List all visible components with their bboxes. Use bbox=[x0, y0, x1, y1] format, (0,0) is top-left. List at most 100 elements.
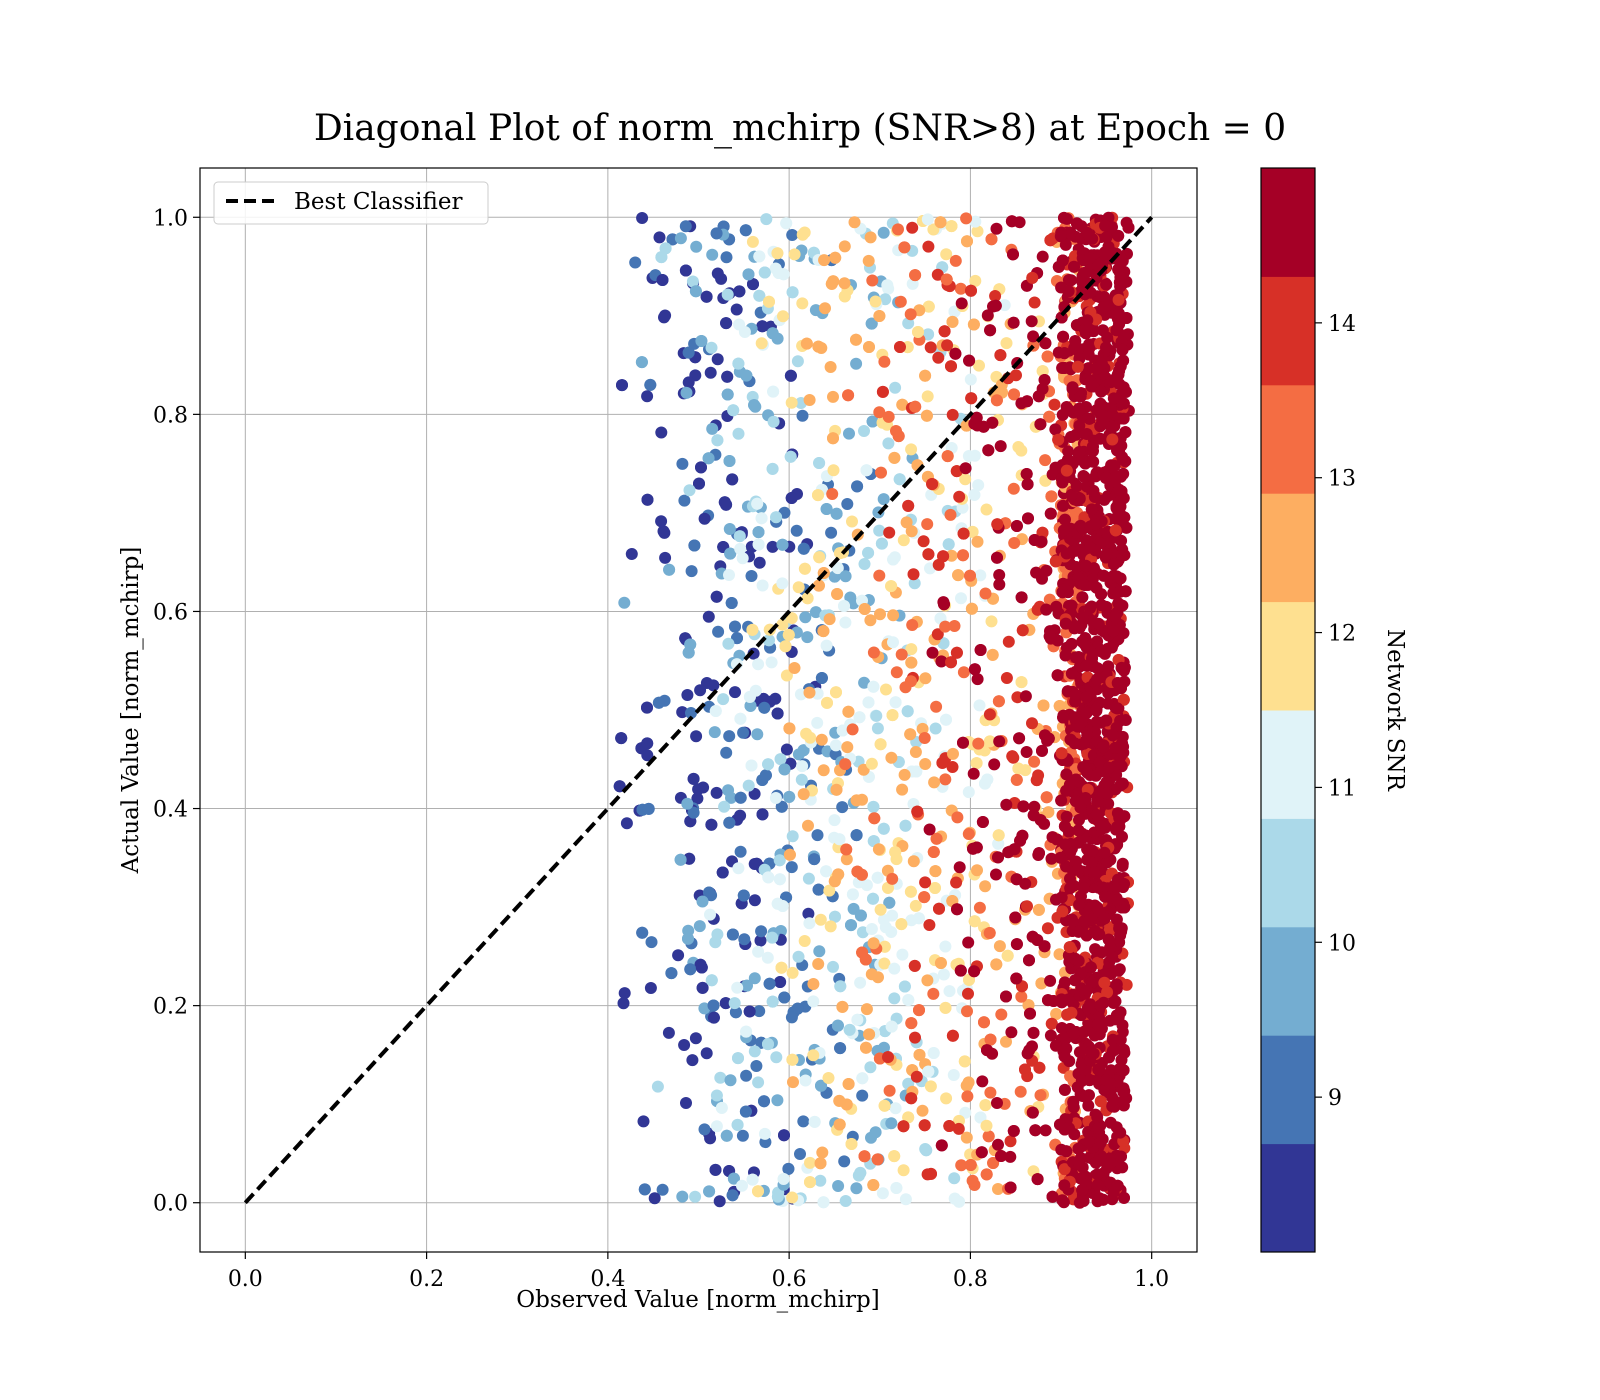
scatter-point bbox=[971, 225, 984, 238]
scatter-point bbox=[839, 616, 852, 629]
plot-frame bbox=[199, 167, 1198, 1253]
scatter-point bbox=[927, 1047, 940, 1059]
scatter-point bbox=[780, 217, 793, 230]
scatter-point bbox=[754, 934, 767, 947]
scatter-point bbox=[892, 223, 904, 236]
scatter-point bbox=[1112, 229, 1125, 242]
scatter-point bbox=[865, 317, 878, 330]
scatter-point bbox=[841, 741, 854, 754]
scatter-point bbox=[876, 385, 889, 398]
scatter-point bbox=[682, 932, 694, 945]
scatter-point bbox=[689, 1190, 702, 1203]
scatter-point bbox=[1050, 893, 1062, 906]
scatter-point bbox=[952, 1122, 965, 1135]
scatter-point bbox=[1062, 445, 1075, 458]
scatter-point bbox=[987, 1157, 1000, 1169]
scatter-point bbox=[691, 792, 704, 805]
scatter-point bbox=[683, 484, 696, 497]
scatter-point bbox=[812, 340, 825, 353]
scatter-point bbox=[918, 891, 931, 904]
scatter-point bbox=[740, 369, 753, 382]
x-axis: 0.0 0.2 0.4 0.6 0.8 1.0 bbox=[228, 1252, 1169, 1292]
scatter-point bbox=[957, 666, 970, 679]
scatter-point bbox=[874, 903, 887, 916]
y-tick-label: 0.0 bbox=[153, 1192, 188, 1217]
scatter-point bbox=[742, 268, 755, 281]
scatter-point bbox=[898, 241, 911, 254]
scatter-point bbox=[888, 451, 901, 464]
scatter-point bbox=[1055, 1022, 1068, 1034]
scatter-point bbox=[776, 577, 789, 590]
scatter-point bbox=[918, 1119, 931, 1132]
scatter-point bbox=[1007, 751, 1020, 764]
scatter-point bbox=[775, 961, 788, 974]
scatter-point bbox=[679, 220, 692, 233]
scatter-point bbox=[722, 637, 735, 650]
scatter-point bbox=[723, 523, 736, 535]
scatter-point bbox=[1067, 879, 1080, 892]
scatter-point bbox=[817, 1196, 830, 1209]
scatter-point bbox=[940, 713, 952, 726]
scatter-point bbox=[1059, 838, 1072, 851]
scatter-point bbox=[1095, 645, 1107, 658]
scatter-point bbox=[930, 832, 943, 845]
scatter-point bbox=[955, 1159, 968, 1172]
scatter-point bbox=[776, 538, 789, 551]
scatter-point bbox=[966, 525, 979, 538]
scatter-point bbox=[905, 914, 918, 927]
scatter-point bbox=[828, 814, 841, 827]
scatter-point bbox=[1057, 711, 1070, 724]
scatter-point bbox=[798, 226, 811, 239]
scatter-point bbox=[913, 1004, 925, 1017]
scatter-point bbox=[946, 315, 959, 328]
scatter-point bbox=[1050, 600, 1063, 613]
scatter-point bbox=[1071, 360, 1084, 373]
scatter-point bbox=[1087, 455, 1100, 468]
scatter-point bbox=[1036, 526, 1049, 539]
scatter-point bbox=[1034, 1089, 1047, 1102]
x-tick-label: 0.6 bbox=[772, 1267, 807, 1292]
scatter-point bbox=[973, 359, 985, 372]
best-classifier-line bbox=[243, 215, 1154, 1205]
scatter-point bbox=[1008, 537, 1021, 549]
scatter-point bbox=[724, 1074, 737, 1087]
scatter-point bbox=[831, 588, 844, 600]
scatter-point bbox=[635, 356, 648, 369]
scatter-point bbox=[705, 889, 718, 902]
scatter-point bbox=[1103, 761, 1115, 774]
scatter-point bbox=[762, 634, 775, 647]
scatter-point bbox=[1004, 1150, 1017, 1163]
scatter-point bbox=[1044, 974, 1057, 987]
scatter-point bbox=[948, 1172, 961, 1185]
scatter-point bbox=[1100, 714, 1113, 727]
scatter-point bbox=[976, 816, 989, 828]
scatter-point bbox=[723, 730, 736, 743]
scatter-point bbox=[770, 1051, 783, 1064]
x-tick-label: 0.0 bbox=[228, 1267, 263, 1292]
scatter-point bbox=[706, 248, 719, 261]
scatter-point bbox=[804, 1176, 816, 1189]
scatter-point bbox=[905, 1017, 918, 1030]
scatter-point bbox=[904, 728, 917, 741]
scatter-point bbox=[1066, 382, 1079, 395]
scatter-point bbox=[844, 591, 857, 604]
scatter-point bbox=[875, 537, 888, 550]
scatter-point bbox=[1065, 488, 1078, 501]
scatter-point bbox=[920, 409, 933, 422]
scatter-point bbox=[1032, 769, 1045, 782]
scatter-point bbox=[985, 615, 998, 628]
scatter-point bbox=[778, 763, 791, 776]
scatter-point bbox=[959, 473, 972, 486]
scatter-point bbox=[734, 791, 747, 804]
scatter-point bbox=[1068, 260, 1080, 273]
scatter-point bbox=[979, 587, 992, 600]
scatter-point bbox=[927, 987, 940, 1000]
scatter-point bbox=[970, 411, 983, 424]
scatter-point bbox=[1009, 911, 1022, 924]
scatter-point bbox=[842, 705, 855, 718]
scatter-point bbox=[946, 408, 959, 421]
scatter-point bbox=[1008, 388, 1020, 401]
scatter-point bbox=[991, 518, 1004, 531]
scatter-point bbox=[693, 920, 706, 933]
scatter-point bbox=[827, 432, 839, 445]
